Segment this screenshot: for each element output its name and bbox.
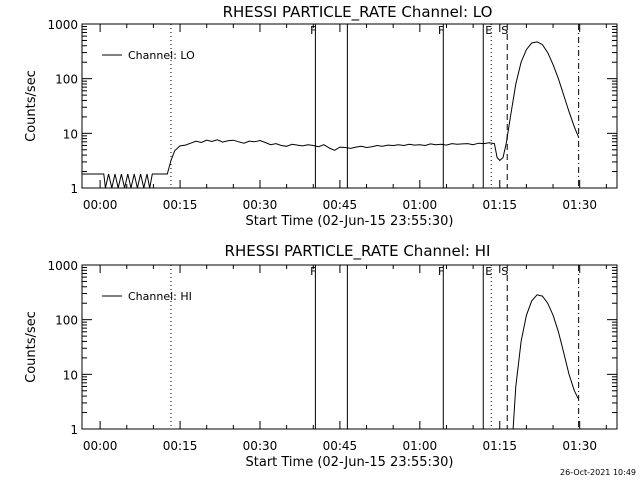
x-tick-label: 00:45 [323,198,358,212]
chart-title: RHESSI PARTICLE_RATE Channel: HI [225,242,491,261]
series-line [512,294,580,430]
y-tick-label: 1 [70,182,78,196]
x-tick-label: 00:15 [163,198,198,212]
y-tick-label: 1000 [47,259,78,273]
x-tick-label: 01:30 [562,198,597,212]
x-axis: 00:00 00:15 00:30 00:45 01:00 01:15 01:30 [83,265,607,453]
x-tick-label: 00:00 [83,439,118,453]
x-tick-label: 01:30 [562,439,597,453]
x-tick-label: 01:00 [403,198,438,212]
x-tick-label: 00:15 [163,439,198,453]
legend-label: Channel: LO [128,49,195,62]
event-marker-label: F [310,24,316,37]
y-axis: 1 10 100 1000 [47,259,617,437]
event-marker-label: F [438,265,444,278]
x-tick-label: 00:30 [243,439,278,453]
x-tick-label: 01:15 [482,439,517,453]
x-tick-label: 00:45 [323,439,358,453]
y-axis-label: Counts/sec [24,311,39,383]
legend: Channel: HI [102,290,192,303]
footer-timestamp: 26-Oct-2021 10:49 [560,468,636,477]
event-marker-label: S [501,24,508,37]
x-tick-label: 01:00 [403,439,438,453]
legend-label: Channel: HI [128,290,192,303]
y-tick-label: 1000 [47,18,78,32]
event-marker-label: F [310,265,316,278]
x-axis-label: Start Time (02-Jun-15 23:55:30) [246,214,454,229]
y-tick-label: 100 [55,314,78,328]
y-axis-label: Counts/sec [24,70,39,142]
y-tick-label: 10 [63,368,78,382]
event-marker-label: E [485,265,492,278]
event-marker-label: E [485,24,492,37]
event-marker-label: S [501,265,508,278]
x-tick-label: 00:00 [83,198,118,212]
x-tick-label: 00:30 [243,198,278,212]
x-tick-label: 01:15 [482,198,517,212]
plot-frame [81,23,618,189]
y-axis: 1 10 100 1000 [47,18,617,196]
chart-title: RHESSI PARTICLE_RATE Channel: LO [223,3,493,22]
x-axis-label: Start Time (02-Jun-15 23:55:30) [246,455,454,470]
y-tick-label: 10 [63,127,78,141]
y-tick-label: 1 [70,423,78,437]
plot-frame [81,264,618,430]
y-tick-label: 100 [55,73,78,87]
x-axis: 00:00 00:15 00:30 00:45 01:00 01:15 01:30 [83,24,607,212]
event-marker-label: F [438,24,444,37]
legend: Channel: LO [102,49,195,62]
series-line [82,41,580,189]
